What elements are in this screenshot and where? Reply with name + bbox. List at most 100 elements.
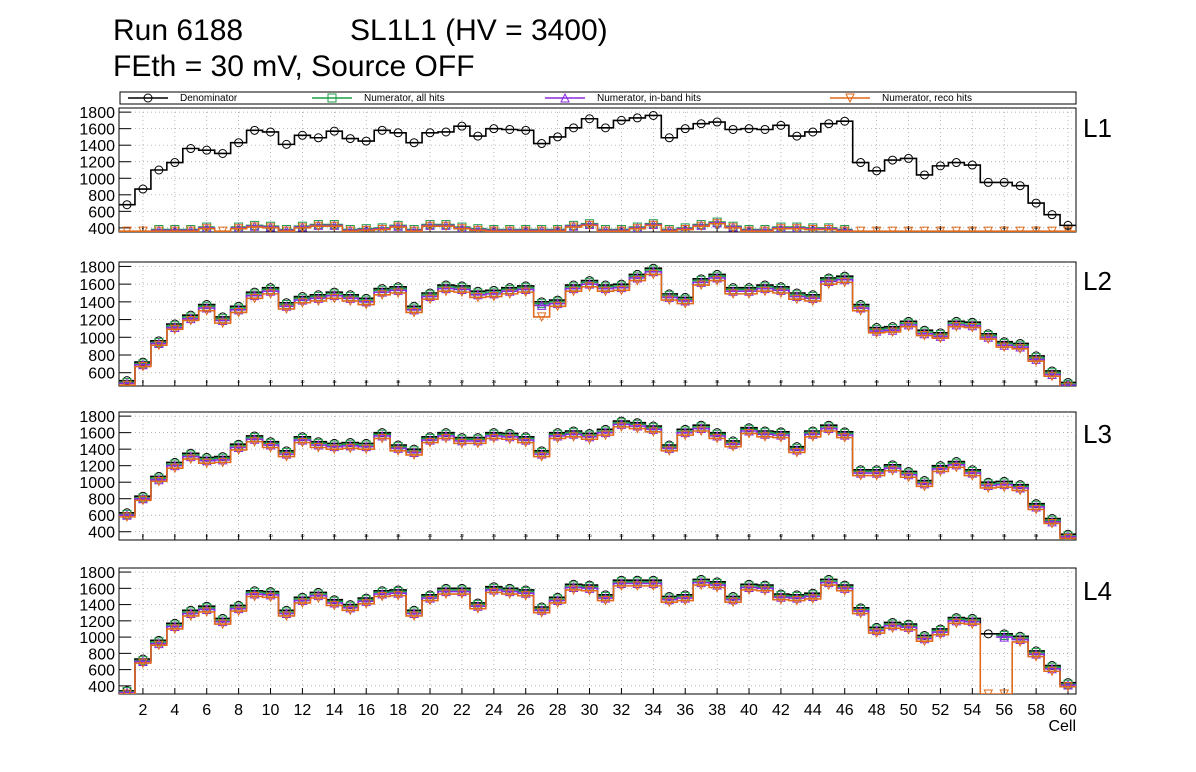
data-point bbox=[951, 322, 962, 332]
data-point bbox=[776, 120, 786, 130]
data-point bbox=[233, 307, 244, 318]
data-point bbox=[584, 282, 595, 292]
data-point bbox=[1063, 533, 1073, 540]
data-point bbox=[839, 583, 850, 593]
data-point bbox=[839, 274, 850, 285]
data-point bbox=[313, 221, 324, 232]
data-point bbox=[887, 463, 898, 473]
data-point bbox=[839, 226, 850, 232]
data-point bbox=[887, 620, 898, 631]
data-point bbox=[648, 578, 659, 588]
data-point bbox=[648, 266, 659, 277]
x-tick-label: 14 bbox=[332, 533, 337, 538]
y-tick-label: 400 bbox=[88, 679, 115, 696]
chamber-title: SL1L1 (HV = 3400) bbox=[350, 14, 608, 47]
data-point bbox=[967, 471, 978, 481]
data-point bbox=[792, 291, 802, 302]
data-point bbox=[425, 596, 435, 606]
x-tick-label: 14 bbox=[325, 702, 343, 719]
data-point bbox=[855, 226, 866, 232]
data-point bbox=[249, 437, 260, 447]
data-point bbox=[313, 590, 324, 601]
data-point bbox=[808, 293, 818, 303]
data-point bbox=[855, 609, 866, 619]
settings-title: FEth = 30 mV, Source OFF bbox=[113, 50, 475, 83]
data-point bbox=[680, 225, 691, 232]
data-point bbox=[808, 296, 818, 307]
x-tick-label: 58 bbox=[1034, 379, 1039, 384]
data-point bbox=[664, 226, 675, 232]
data-point bbox=[919, 633, 930, 644]
data-point bbox=[393, 591, 403, 601]
data-point bbox=[1031, 226, 1041, 232]
data-point bbox=[233, 442, 244, 453]
data-point bbox=[792, 444, 802, 455]
data-point bbox=[361, 441, 372, 452]
data-point bbox=[1031, 652, 1041, 662]
data-point bbox=[584, 583, 595, 593]
data-point bbox=[696, 221, 706, 232]
data-point bbox=[871, 328, 882, 338]
data-point bbox=[1031, 354, 1041, 364]
y-tick-label: 1400 bbox=[79, 442, 115, 459]
data-point bbox=[648, 220, 659, 231]
data-point bbox=[568, 585, 579, 596]
data-point bbox=[951, 158, 961, 168]
x-tick-label: 52 bbox=[938, 379, 943, 384]
x-tick-label: 42 bbox=[779, 533, 784, 538]
data-point bbox=[297, 438, 308, 448]
data-point bbox=[744, 428, 754, 439]
data-point bbox=[712, 583, 722, 593]
data-point bbox=[728, 223, 738, 232]
x-tick-label: 8 bbox=[238, 379, 241, 384]
x-tick-label: 8 bbox=[238, 533, 241, 538]
data-point bbox=[792, 596, 802, 606]
data-point bbox=[345, 134, 355, 144]
data-point bbox=[217, 318, 228, 329]
data-point bbox=[967, 467, 978, 478]
data-point bbox=[935, 161, 945, 171]
data-point bbox=[329, 444, 340, 455]
data-point bbox=[760, 429, 770, 439]
data-point bbox=[393, 128, 403, 138]
data-point bbox=[776, 592, 786, 602]
data-point bbox=[760, 283, 770, 294]
y-tick-label: 1600 bbox=[79, 581, 115, 598]
data-point bbox=[776, 288, 786, 299]
x-tick-label: 30 bbox=[587, 533, 592, 538]
data-point bbox=[138, 495, 148, 506]
data-point bbox=[999, 631, 1010, 642]
data-point bbox=[233, 603, 244, 614]
x-tick-label: 46 bbox=[842, 379, 847, 384]
data-point bbox=[839, 586, 850, 596]
data-point bbox=[1063, 682, 1073, 692]
data-point bbox=[1015, 634, 1025, 645]
data-point bbox=[457, 435, 467, 446]
data-point bbox=[808, 591, 818, 601]
data-point bbox=[1015, 226, 1025, 232]
data-point bbox=[648, 110, 658, 120]
x-tick-label: 40 bbox=[747, 379, 752, 384]
data-point bbox=[919, 226, 930, 232]
x-tick-label: 12 bbox=[300, 379, 305, 384]
data-point bbox=[536, 226, 547, 232]
data-point bbox=[138, 656, 148, 666]
series-line bbox=[150, 222, 853, 232]
data-point bbox=[170, 322, 180, 333]
data-point bbox=[154, 474, 164, 485]
data-point bbox=[760, 432, 770, 442]
data-point bbox=[1031, 504, 1041, 515]
data-point bbox=[728, 286, 738, 296]
data-point bbox=[265, 443, 276, 453]
x-tick-label: 28 bbox=[549, 702, 567, 719]
data-point bbox=[441, 286, 451, 297]
y-tick-label: 400 bbox=[88, 221, 115, 238]
data-point bbox=[393, 446, 403, 456]
data-point bbox=[138, 493, 148, 504]
data-point bbox=[425, 291, 435, 302]
data-point bbox=[744, 226, 754, 232]
data-point bbox=[297, 130, 307, 140]
data-point bbox=[872, 166, 882, 176]
